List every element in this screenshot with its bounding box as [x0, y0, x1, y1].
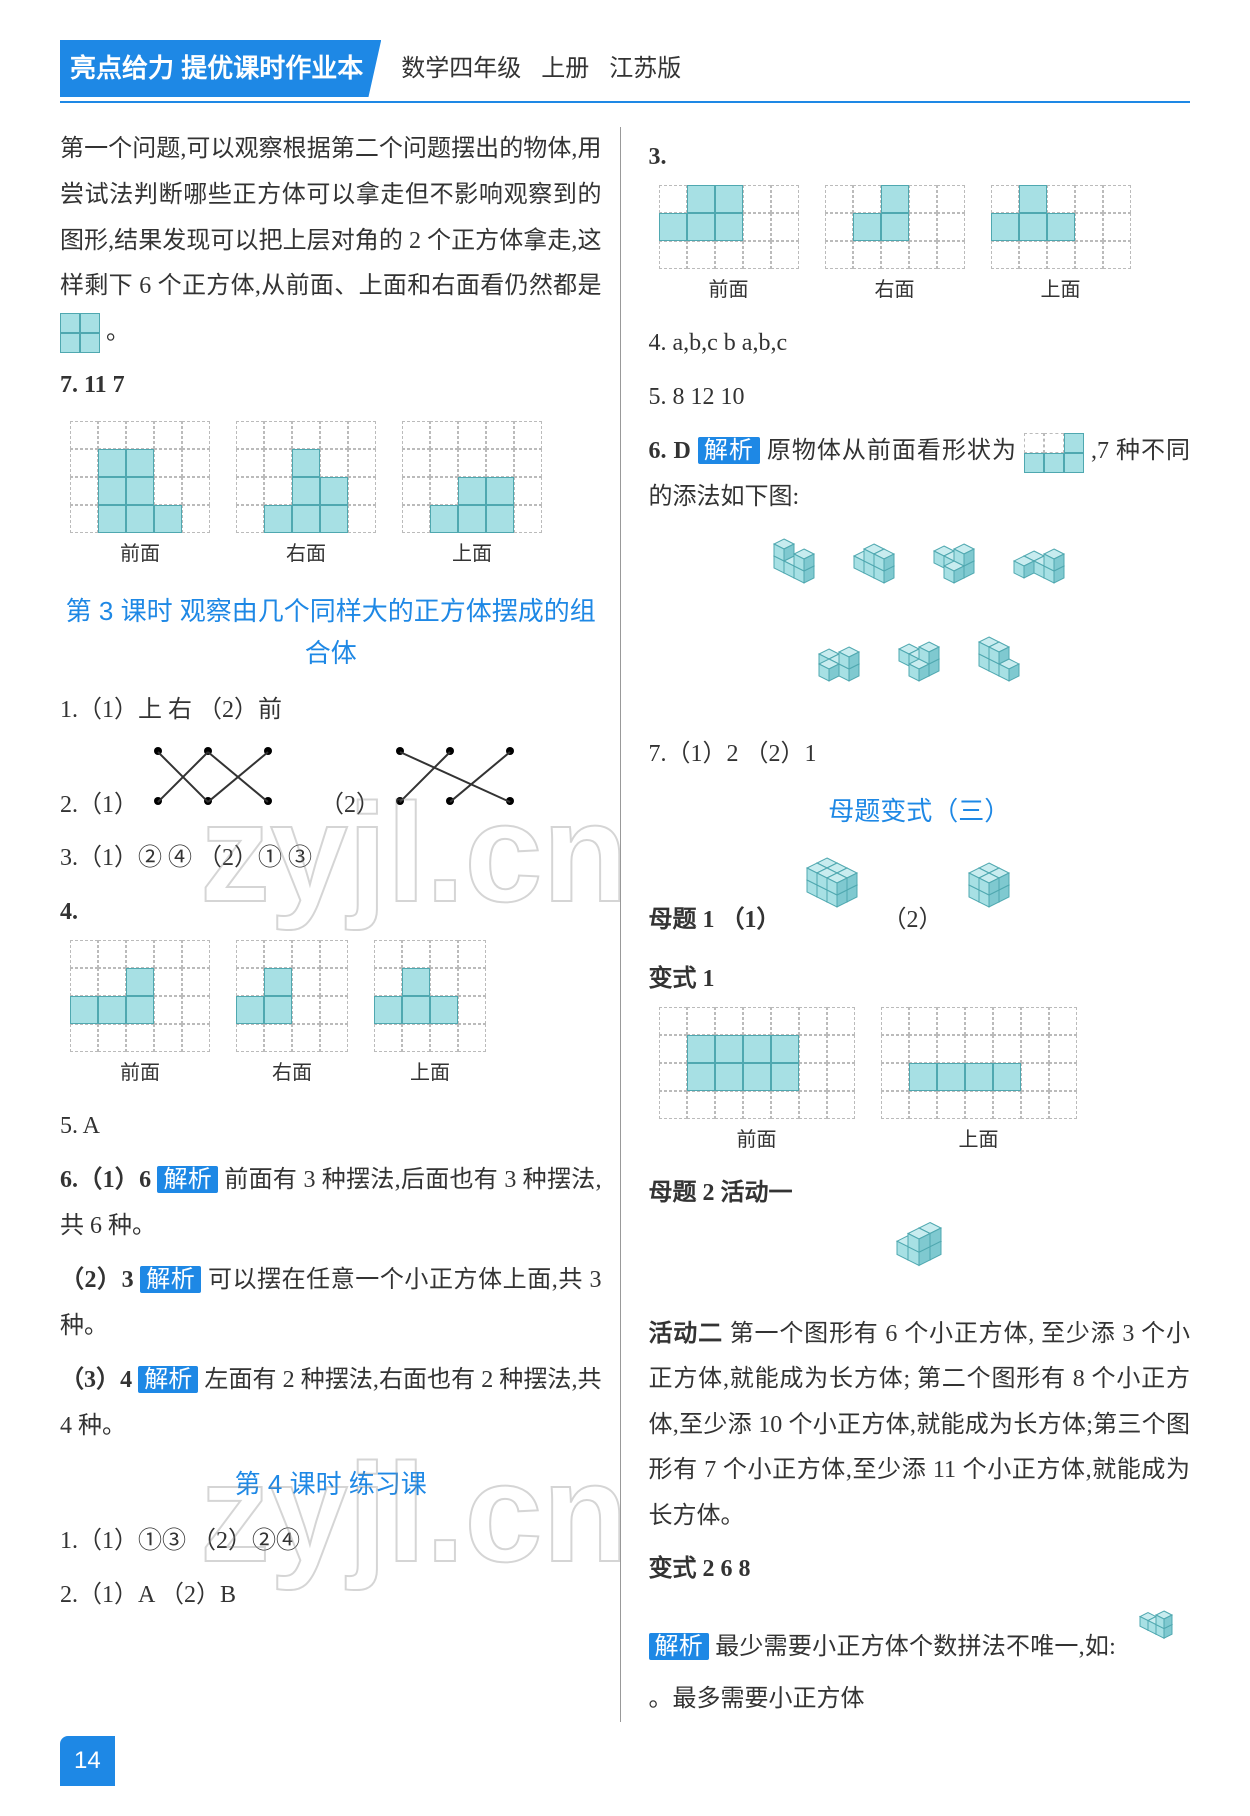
var1-grids: 前面 上面: [649, 1003, 1191, 1163]
header-subject: 数学四年级: [401, 46, 521, 92]
cube-diagram: [797, 853, 867, 944]
intro-tail: 。: [106, 319, 130, 345]
cube-diagram: [1132, 1607, 1180, 1671]
intro-text: 第一个问题,可以观察根据第二个问题摆出的物体,用尝试法判断哪些正方体可以拿走但不…: [60, 127, 602, 355]
s3-q4-grids: 前面 右面 上面: [60, 936, 602, 1096]
page-header: 亮点给力 提优课时作业本 数学四年级 上册 江苏版: [60, 40, 1190, 103]
s3-q6a: 6.（1）6 解析 前面有 3 种摆法,后面也有 3 种摆法,共 6 种。: [60, 1157, 602, 1249]
q7-label-front: 前面: [70, 535, 210, 573]
r3-right: 右面: [825, 271, 965, 309]
mt2-cube: [649, 1217, 1191, 1304]
analysis-tag: 解析: [157, 1166, 218, 1193]
r3-front: 前面: [659, 271, 799, 309]
section-var-title: 母题变式（三）: [649, 791, 1191, 833]
s3q4-top: 上面: [374, 1054, 486, 1092]
s3-q6b: （2）3 解析 可以摆在任意一个小正方体上面,共 3 种。: [60, 1257, 602, 1349]
act2: 活动二 第一个图形有 6 个小正方体, 至少添 3 个小正方体,就能成为长方体;…: [649, 1312, 1191, 1540]
s3-q6b-num: （2）3: [60, 1267, 140, 1293]
v1-front: 前面: [659, 1121, 855, 1159]
s4-q1: 1.（1）①③ （2）②④: [60, 1519, 602, 1565]
s3-q6c-num: （3）4: [60, 1367, 138, 1393]
var2-text: 最少需要小正方体个数拼法不唯一,如:: [715, 1634, 1116, 1660]
mt1: 母题 1 （1） （2）: [649, 847, 1191, 950]
analysis-tag: 解析: [698, 437, 760, 464]
s3-q5: 5. A: [60, 1104, 602, 1150]
analysis-tag: 解析: [138, 1366, 198, 1393]
mt2-label: 母题 2 活动一: [649, 1171, 1191, 1217]
section-4-title: 第 4 课时 练习课: [60, 1464, 602, 1506]
r-q7: 7.（1）2 （2）1: [649, 732, 1191, 778]
intro-body: 第一个问题,可以观察根据第二个问题摆出的物体,用尝试法判断哪些正方体可以拿走但不…: [60, 136, 602, 299]
s3-q3: 3.（1）② ④ （2）① ③: [60, 836, 602, 882]
q7-label: 7. 11 7: [60, 363, 602, 409]
var2-expl: 解析 最少需要小正方体个数拼法不唯一,如: 。最多需要小正方体: [649, 1601, 1191, 1722]
var2-tail: 。最多需要小正方体: [649, 1686, 865, 1712]
header-edition: 江苏版: [609, 46, 681, 92]
section-3-title: 第 3 课时 观察由几个同样大的正方体摆成的组合体: [60, 591, 602, 674]
r-q6-text: 原物体从前面看形状为: [767, 438, 1017, 464]
mt1-label: 母题 1 （1）: [649, 907, 781, 933]
s3-q6a-num: 6.（1）6: [60, 1167, 157, 1193]
s3-q4-label: 4.: [60, 890, 602, 936]
analysis-tag: 解析: [140, 1266, 201, 1293]
dotline-1: [144, 742, 314, 812]
act2-text: 第一个图形有 6 个小正方体, 至少添 3 个小正方体,就能成为长方体; 第二个…: [649, 1321, 1191, 1529]
var1-label: 变式 1: [649, 957, 1191, 1003]
cube-diagram: [959, 858, 1019, 944]
r-q6-num: 6. D: [649, 438, 698, 464]
r-q3-grids: 前面 右面 上面: [649, 181, 1191, 313]
q7-label-top: 上面: [402, 535, 542, 573]
page-number: 14: [60, 1736, 115, 1786]
act2-title: 活动二: [649, 1321, 723, 1347]
content-columns: 第一个问题,可以观察根据第二个问题摆出的物体,用尝试法判断哪些正方体可以拿走但不…: [60, 127, 1190, 1722]
r3-top: 上面: [991, 271, 1131, 309]
right-column: 3. 前面 右面 上面 4. a,b,c b a,b,c 5. 8 12 10 …: [649, 127, 1191, 1722]
v1-top: 上面: [881, 1121, 1077, 1159]
s3q4-front: 前面: [70, 1054, 210, 1092]
r-q3: 3.: [649, 135, 1191, 181]
header-vol: 上册: [541, 46, 589, 92]
inline-2x2-grid: [60, 313, 100, 353]
dotline-2: [386, 742, 556, 812]
r-q6: 6. D 解析 原物体从前面看形状为 ,7 种不同的添法如下图:: [649, 428, 1191, 520]
left-column: 第一个问题,可以观察根据第二个问题摆出的物体,用尝试法判断哪些正方体可以拿走但不…: [60, 127, 621, 1722]
s4-q2: 2.（1）A （2）B: [60, 1573, 602, 1619]
s3q4-right: 右面: [236, 1054, 348, 1092]
cube-diagrams: [649, 528, 1191, 723]
s3-q1: 1.（1）上 右 （2）前: [60, 688, 602, 734]
analysis-tag: 解析: [649, 1633, 709, 1660]
header-badge: 亮点给力 提优课时作业本: [60, 40, 381, 97]
q7-label-right: 右面: [236, 535, 376, 573]
var2-label: 变式 2 6 8: [649, 1547, 1191, 1593]
q7-grids: 前面 右面 上面: [60, 417, 602, 577]
s3-q6c: （3）4 解析 左面有 2 种摆法,右面也有 2 种摆法,共 4 种。: [60, 1357, 602, 1449]
r-q5: 5. 8 12 10: [649, 375, 1191, 421]
s3-q2-a: 2.（1）: [60, 792, 138, 818]
s3-q2: 2.（1） （2）: [60, 742, 602, 829]
s3-q2-b: （2）: [320, 792, 380, 818]
inline-shape: [1024, 433, 1084, 473]
mt1-b: （2）: [883, 907, 943, 933]
r-q4: 4. a,b,c b a,b,c: [649, 321, 1191, 367]
